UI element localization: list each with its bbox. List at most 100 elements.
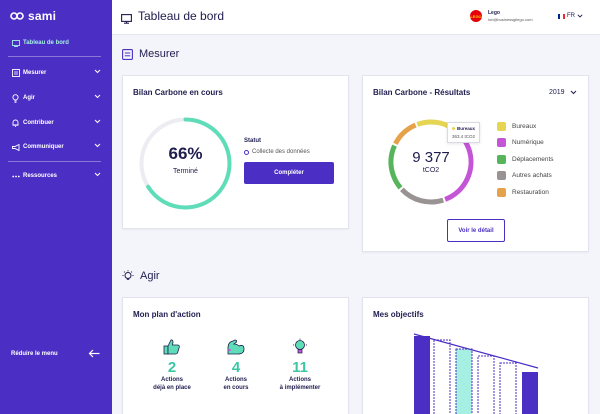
sidebar-item-label: Communiquer — [23, 144, 64, 150]
tooltip-value: 363.4 tCO2 — [452, 134, 476, 139]
action-count: 4 — [231, 359, 241, 376]
action-count: 2 — [167, 359, 177, 376]
divider — [8, 56, 101, 57]
sidebar-item-label: Tableau de bord — [23, 40, 69, 46]
completer-button[interactable]: Compléter — [244, 162, 334, 184]
lightbulb-icon — [270, 336, 330, 356]
mesurer-icon — [122, 48, 133, 60]
year-selector[interactable]: 2019 — [549, 89, 577, 96]
chevron-down-icon — [94, 172, 101, 179]
progress-label: Terminé — [173, 168, 198, 175]
section-title-label: Agir — [140, 270, 160, 282]
brand-name: sami — [28, 9, 57, 23]
sami-logo[interactable]: sami — [10, 9, 56, 23]
divider — [8, 161, 101, 162]
legend-swatch — [497, 121, 506, 131]
legend-item[interactable]: Déplacements — [497, 151, 554, 168]
section-title-agir: Agir — [122, 270, 160, 282]
tooltip-name: Bureaux — [457, 126, 476, 131]
company-name: Lego — [488, 10, 500, 16]
statut-label: Statut — [244, 138, 261, 144]
objective-bar — [433, 339, 451, 414]
sidebar-item-communiquer[interactable]: Communiquer — [0, 137, 112, 157]
page-title: Tableau de bord — [138, 9, 225, 23]
objectifs-card: Mes objectifs — [362, 297, 589, 414]
legend-swatch — [497, 138, 506, 148]
action-stat-a-implementer[interactable]: 11 Actions à implémenter — [270, 336, 330, 392]
objective-bar — [414, 336, 430, 414]
legend-item[interactable]: Bureaux — [497, 118, 554, 135]
chart-tooltip: Bureaux 363.4 tCO2 — [447, 122, 481, 143]
collapse-menu-button[interactable]: Réduire le menu — [0, 344, 112, 364]
action-count: 11 — [292, 359, 308, 376]
sidebar-item-label: Ressources — [23, 173, 58, 179]
chevron-down-icon — [94, 119, 101, 126]
total-emissions: 9 377 — [412, 149, 450, 166]
lightbulb-icon — [11, 93, 20, 103]
plan-action-card: Mon plan d'action 2 Actions déjà en plac… — [122, 297, 349, 414]
legend-label: Bureaux — [512, 122, 537, 130]
donut-segment-deplacements[interactable] — [387, 118, 475, 206]
sidebar-item-agir[interactable]: Agir — [0, 88, 112, 108]
legend-label: Autres achats — [512, 172, 552, 180]
objective-bar — [522, 372, 538, 414]
french-flag-icon — [558, 13, 565, 19]
total-unit: tCO2 — [422, 167, 440, 174]
sidebar-item-label: Agir — [23, 95, 35, 101]
legend-swatch — [497, 171, 506, 181]
progress-percent: 66% — [168, 144, 203, 163]
arrow-left-icon — [88, 349, 100, 360]
objectifs-chart — [413, 333, 539, 414]
card-title: Mes objectifs — [373, 310, 424, 319]
objective-bar — [455, 348, 473, 414]
sami-logo-icon — [10, 12, 24, 20]
card-title: Mon plan d'action — [133, 310, 201, 319]
year-label: 2019 — [549, 89, 565, 96]
sidebar-item-ressources[interactable]: Ressources — [0, 166, 112, 186]
statut-text: Collecte des données — [252, 149, 310, 155]
progress-arc — [139, 117, 232, 210]
tooltip-dot-icon — [452, 127, 455, 130]
chevron-down-icon — [570, 90, 576, 95]
voir-le-detail-button[interactable]: Voir le détail — [447, 219, 505, 242]
top-header: Tableau de bord LEGO Lego lori@businessg… — [112, 0, 600, 35]
thumbs-up-icon — [142, 336, 202, 356]
legend-swatch — [497, 187, 506, 197]
sidebar: sami Tableau de bord Mesurer Agir Contri… — [0, 0, 112, 414]
action-sublabel: à implémenter — [279, 385, 321, 391]
sidebar-item-mesurer[interactable]: Mesurer — [0, 63, 112, 83]
chevron-down-icon — [94, 143, 101, 150]
section-title-label: Mesurer — [139, 48, 180, 60]
company-logo[interactable]: LEGO — [470, 10, 482, 22]
statut-value: Collecte des données — [244, 149, 310, 155]
action-sublabel: déjà en place — [153, 385, 191, 391]
chevron-down-icon — [94, 69, 101, 76]
status-radio-icon — [244, 149, 249, 155]
lightbulb-icon — [122, 270, 134, 280]
action-stat-en-cours[interactable]: 4 Actions en cours — [206, 336, 266, 392]
monitor-icon — [11, 39, 20, 48]
language-selector[interactable]: FR — [558, 13, 583, 19]
action-label: Actions — [160, 377, 183, 383]
company-email: lori@businessgilego.com — [488, 17, 533, 22]
sidebar-item-contribuer[interactable]: Contribuer — [0, 113, 112, 133]
card-title: Bilan Carbone - Résultats — [373, 88, 471, 97]
card-title: Bilan Carbone en cours — [133, 88, 223, 97]
bilan-en-cours-card: Bilan Carbone en cours 66% Terminé Statu… — [122, 75, 349, 229]
legend-label: Numérique — [512, 139, 544, 147]
dots-icon — [11, 172, 20, 181]
objective-bar — [477, 355, 495, 414]
flexed-arm-icon — [206, 336, 266, 356]
chevron-down-icon — [94, 94, 101, 101]
sidebar-item-tableau-de-bord[interactable]: Tableau de bord — [0, 33, 112, 53]
action-stat-en-place[interactable]: 2 Actions déjà en place — [142, 336, 202, 392]
legend-swatch — [497, 154, 506, 164]
legend-item[interactable]: Restauration — [497, 184, 554, 201]
mesurer-icon — [11, 69, 20, 78]
sidebar-item-label: Contribuer — [23, 120, 54, 126]
legend-item[interactable]: Numérique — [497, 135, 554, 152]
donut-segment-numerique[interactable] — [387, 118, 475, 206]
legend-item[interactable]: Autres achats — [497, 168, 554, 185]
results-donut — [387, 118, 475, 206]
legend-label: Restauration — [512, 188, 549, 196]
